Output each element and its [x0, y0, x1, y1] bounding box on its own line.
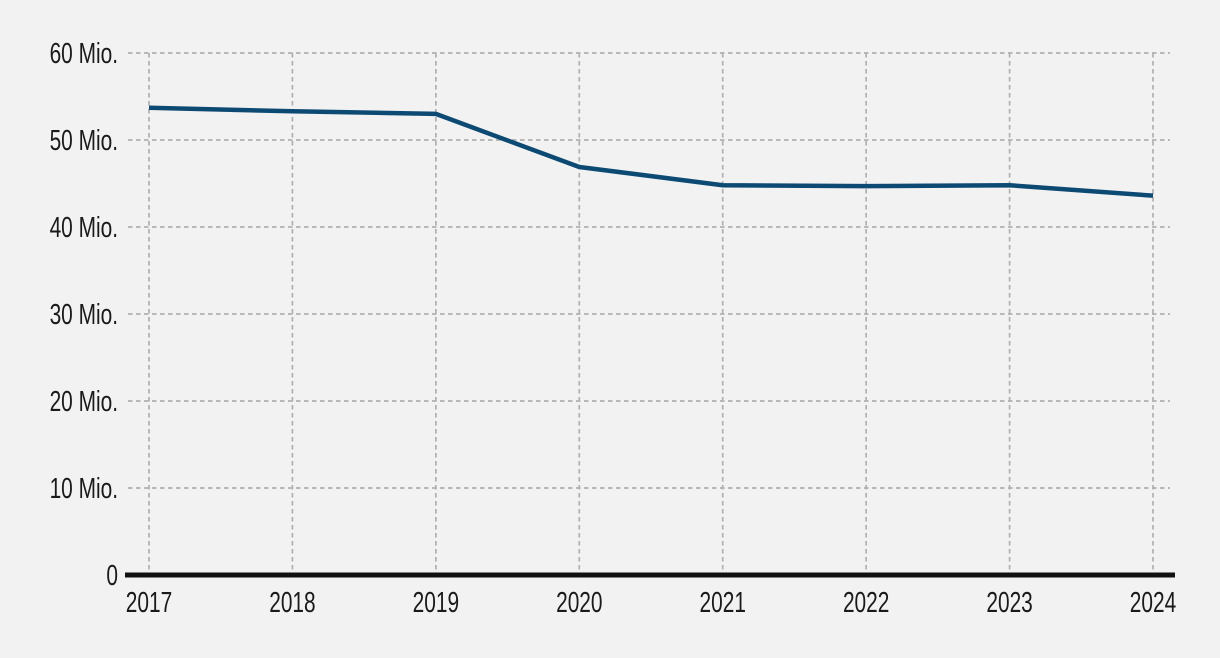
- x-tick-label: 2024: [1130, 587, 1176, 619]
- y-tick-label: 10 Mio.: [50, 473, 118, 505]
- x-tick-label: 2023: [986, 587, 1032, 619]
- y-tick-label: 20 Mio.: [50, 386, 118, 418]
- x-tick-label: 2021: [700, 587, 746, 619]
- x-tick-label: 2022: [843, 587, 889, 619]
- x-tick-label: 2017: [126, 587, 172, 619]
- x-tick-label: 2019: [413, 587, 459, 619]
- y-tick-label: 50 Mio.: [50, 125, 118, 157]
- y-tick-label: 40 Mio.: [50, 212, 118, 244]
- data-line: [148, 105, 1154, 198]
- y-tick-label: 60 Mio.: [50, 38, 118, 70]
- x-tick-label: 2018: [269, 587, 315, 619]
- y-tick-label: 0: [106, 560, 118, 592]
- y-tick-label: 30 Mio.: [50, 299, 118, 331]
- x-tick-label: 2020: [556, 587, 602, 619]
